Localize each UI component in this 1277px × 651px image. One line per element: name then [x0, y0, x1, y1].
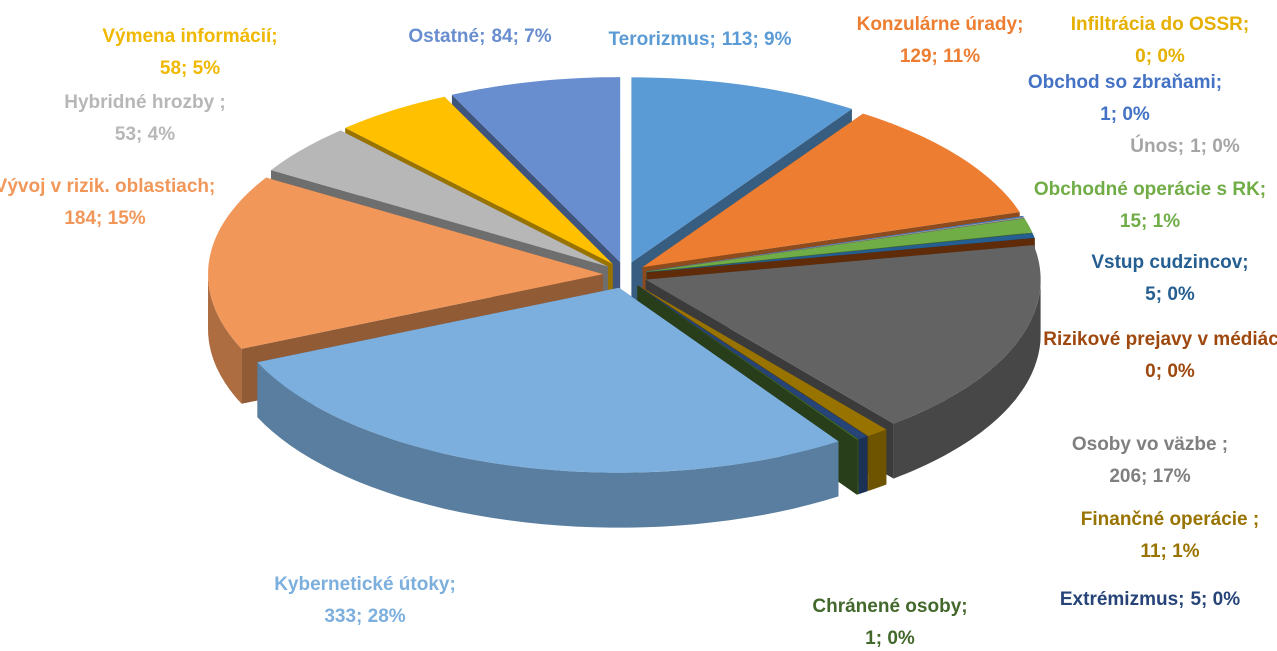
data-label: Osoby vo väzbe ; 206; 17% — [1072, 434, 1228, 487]
label-value: 1; 0% — [865, 628, 915, 649]
label-category: Osoby vo väzbe ; — [1072, 434, 1228, 455]
label-value: 53; 4% — [115, 124, 175, 145]
slice — [637, 285, 868, 440]
label-category: Únos; — [1130, 135, 1184, 157]
slice — [646, 215, 1023, 272]
slice-side — [893, 279, 1041, 479]
label-category: Kybernetické útoky; — [274, 574, 456, 595]
label-value: 206; 17% — [1109, 466, 1190, 487]
slice — [645, 245, 1041, 424]
label-category: Obchodné operácie s RK; — [1034, 179, 1266, 200]
label-value: 113; 9% — [722, 29, 792, 50]
data-label: Obchodné operácie s RK; 15; 1% — [1034, 179, 1266, 232]
data-label: Obchod so zbraňami; 1; 0% — [1028, 72, 1222, 125]
data-label: Extrémizmus; 5; 0% — [1060, 589, 1240, 610]
label-value: 0; 0% — [1145, 361, 1195, 382]
label-value: 184; 15% — [64, 208, 145, 229]
slice — [208, 177, 603, 349]
label-value: 0; 0% — [1135, 46, 1185, 67]
data-label: Finančné operácie ; 11; 1% — [1081, 509, 1259, 562]
label-category: Ostatné; — [408, 26, 485, 47]
slice-side — [868, 429, 887, 491]
label-category: Výmena informácií; — [102, 26, 277, 47]
label-category: Konzulárne úrady; — [857, 14, 1024, 35]
label-value: 129; 11% — [900, 46, 980, 67]
data-label: Konzulárne úrady; 129; 11% — [857, 14, 1024, 67]
slice — [271, 130, 608, 267]
label-category: Infiltrácia do OSSR; — [1071, 14, 1249, 35]
label-value: 84; 7% — [491, 26, 551, 47]
label-category: Finančné operácie ; — [1081, 509, 1259, 530]
data-label: Chránené osoby; 1; 0% — [812, 596, 967, 649]
slice — [646, 233, 1035, 273]
data-label: Vývoj v rizik. oblastiach; 184; 15% — [0, 176, 215, 229]
data-label: Terorizmus; 113; 9% — [608, 29, 791, 50]
data-label: Únos; 1; 0% — [1130, 135, 1240, 157]
slice — [345, 96, 613, 264]
data-label: Infiltrácia do OSSR; 0; 0% — [1071, 14, 1249, 67]
label-value: 1; 0% — [1100, 104, 1150, 125]
slice-side — [257, 362, 839, 528]
label-category: Rizikové prejavy v médiách; — [1043, 329, 1277, 350]
data-label: Vstup cudzincov; 5; 0% — [1091, 252, 1248, 305]
slice — [257, 287, 839, 473]
data-label: Výmena informácií; 58; 5% — [102, 26, 277, 79]
slice — [451, 77, 621, 263]
label-value: 58; 5% — [160, 58, 220, 79]
label-category: Hybridné hrozby ; — [64, 92, 226, 113]
slice-side — [858, 436, 868, 495]
slice — [631, 77, 852, 263]
data-label: Rizikové prejavy v médiách; 0; 0% — [1043, 329, 1277, 382]
slice — [637, 286, 859, 440]
slice — [646, 217, 1025, 272]
label-value: 5; 0% — [1145, 284, 1195, 305]
label-category: Chránené osoby; — [812, 596, 967, 617]
data-label: Hybridné hrozby ; 53; 4% — [64, 92, 226, 145]
label-value: 333; 28% — [324, 606, 405, 627]
label-value: 11; 1% — [1140, 541, 1199, 562]
slice — [642, 113, 1020, 268]
slice-side — [208, 274, 242, 404]
label-value: 15; 1% — [1120, 211, 1180, 232]
label-category: Obchod so zbraňami; — [1028, 72, 1222, 93]
data-label: Ostatné; 84; 7% — [408, 26, 551, 47]
slice — [646, 218, 1033, 272]
label-value: 1; 0% — [1190, 136, 1240, 157]
label-category: Vývoj v rizik. oblastiach; — [0, 176, 215, 197]
slice — [646, 216, 1024, 272]
label-category: Extrémizmus; — [1060, 589, 1185, 610]
label-category: Terorizmus; — [608, 29, 715, 50]
slice-side — [856, 439, 859, 495]
slice — [638, 285, 887, 436]
label-value: 5; 0% — [1190, 589, 1240, 610]
label-category: Vstup cudzincov; — [1091, 252, 1248, 273]
data-label: Kybernetické útoky; 333; 28% — [274, 574, 456, 627]
